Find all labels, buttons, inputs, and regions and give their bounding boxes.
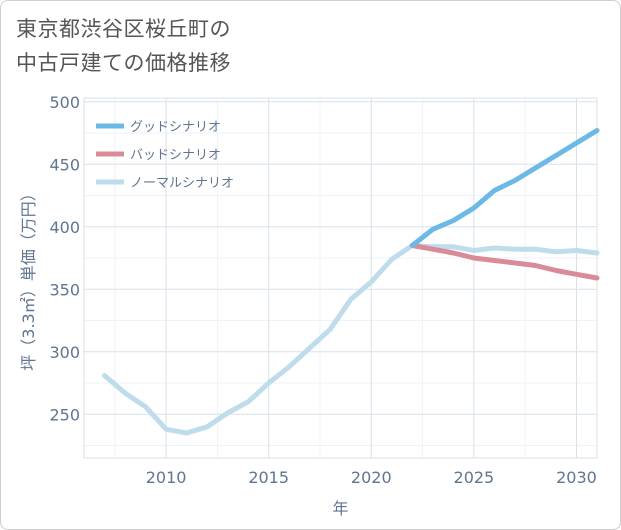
legend-label-3: ノーマルシナリオ <box>130 176 234 191</box>
series-line-1 <box>409 128 600 248</box>
series-line-2 <box>409 243 600 281</box>
x-tick-label-2015: 2015 <box>248 468 289 487</box>
y-tick-label-350: 350 <box>49 280 80 299</box>
x-tick-label-2020: 2020 <box>351 468 392 487</box>
chart-title-line-1: 東京都渋谷区桜丘町の <box>16 17 231 41</box>
legend-label-2: バッドシナリオ <box>130 148 221 163</box>
chart-title-line-2: 中古戸建ての価格推移 <box>16 51 231 75</box>
legend-label-1: グッドシナリオ <box>130 120 221 135</box>
y-tick-label-250: 250 <box>49 405 80 424</box>
gridlines <box>84 98 597 458</box>
y-tick-label-500: 500 <box>49 93 80 112</box>
x-axis-label: 年 <box>332 499 348 518</box>
series-layer <box>102 128 600 436</box>
axes: 2010 2015 2020 2025 2030 250 300 350 400 450 500 <box>49 93 598 487</box>
y-tick-label-400: 400 <box>49 218 80 237</box>
x-tick-label-2030: 2030 <box>556 468 597 487</box>
y-tick-label-450: 450 <box>49 155 80 174</box>
y-tick-label-300: 300 <box>49 343 80 362</box>
series-line-3 <box>102 243 600 436</box>
y-axis-label: 坪（3.3㎡）単価（万円） <box>19 185 38 370</box>
x-tick-label-2010: 2010 <box>146 468 187 487</box>
x-tick-label-2025: 2025 <box>454 468 495 487</box>
chart-title: 東京都渋谷区桜丘町の 中古戸建ての価格推移 <box>16 12 516 80</box>
